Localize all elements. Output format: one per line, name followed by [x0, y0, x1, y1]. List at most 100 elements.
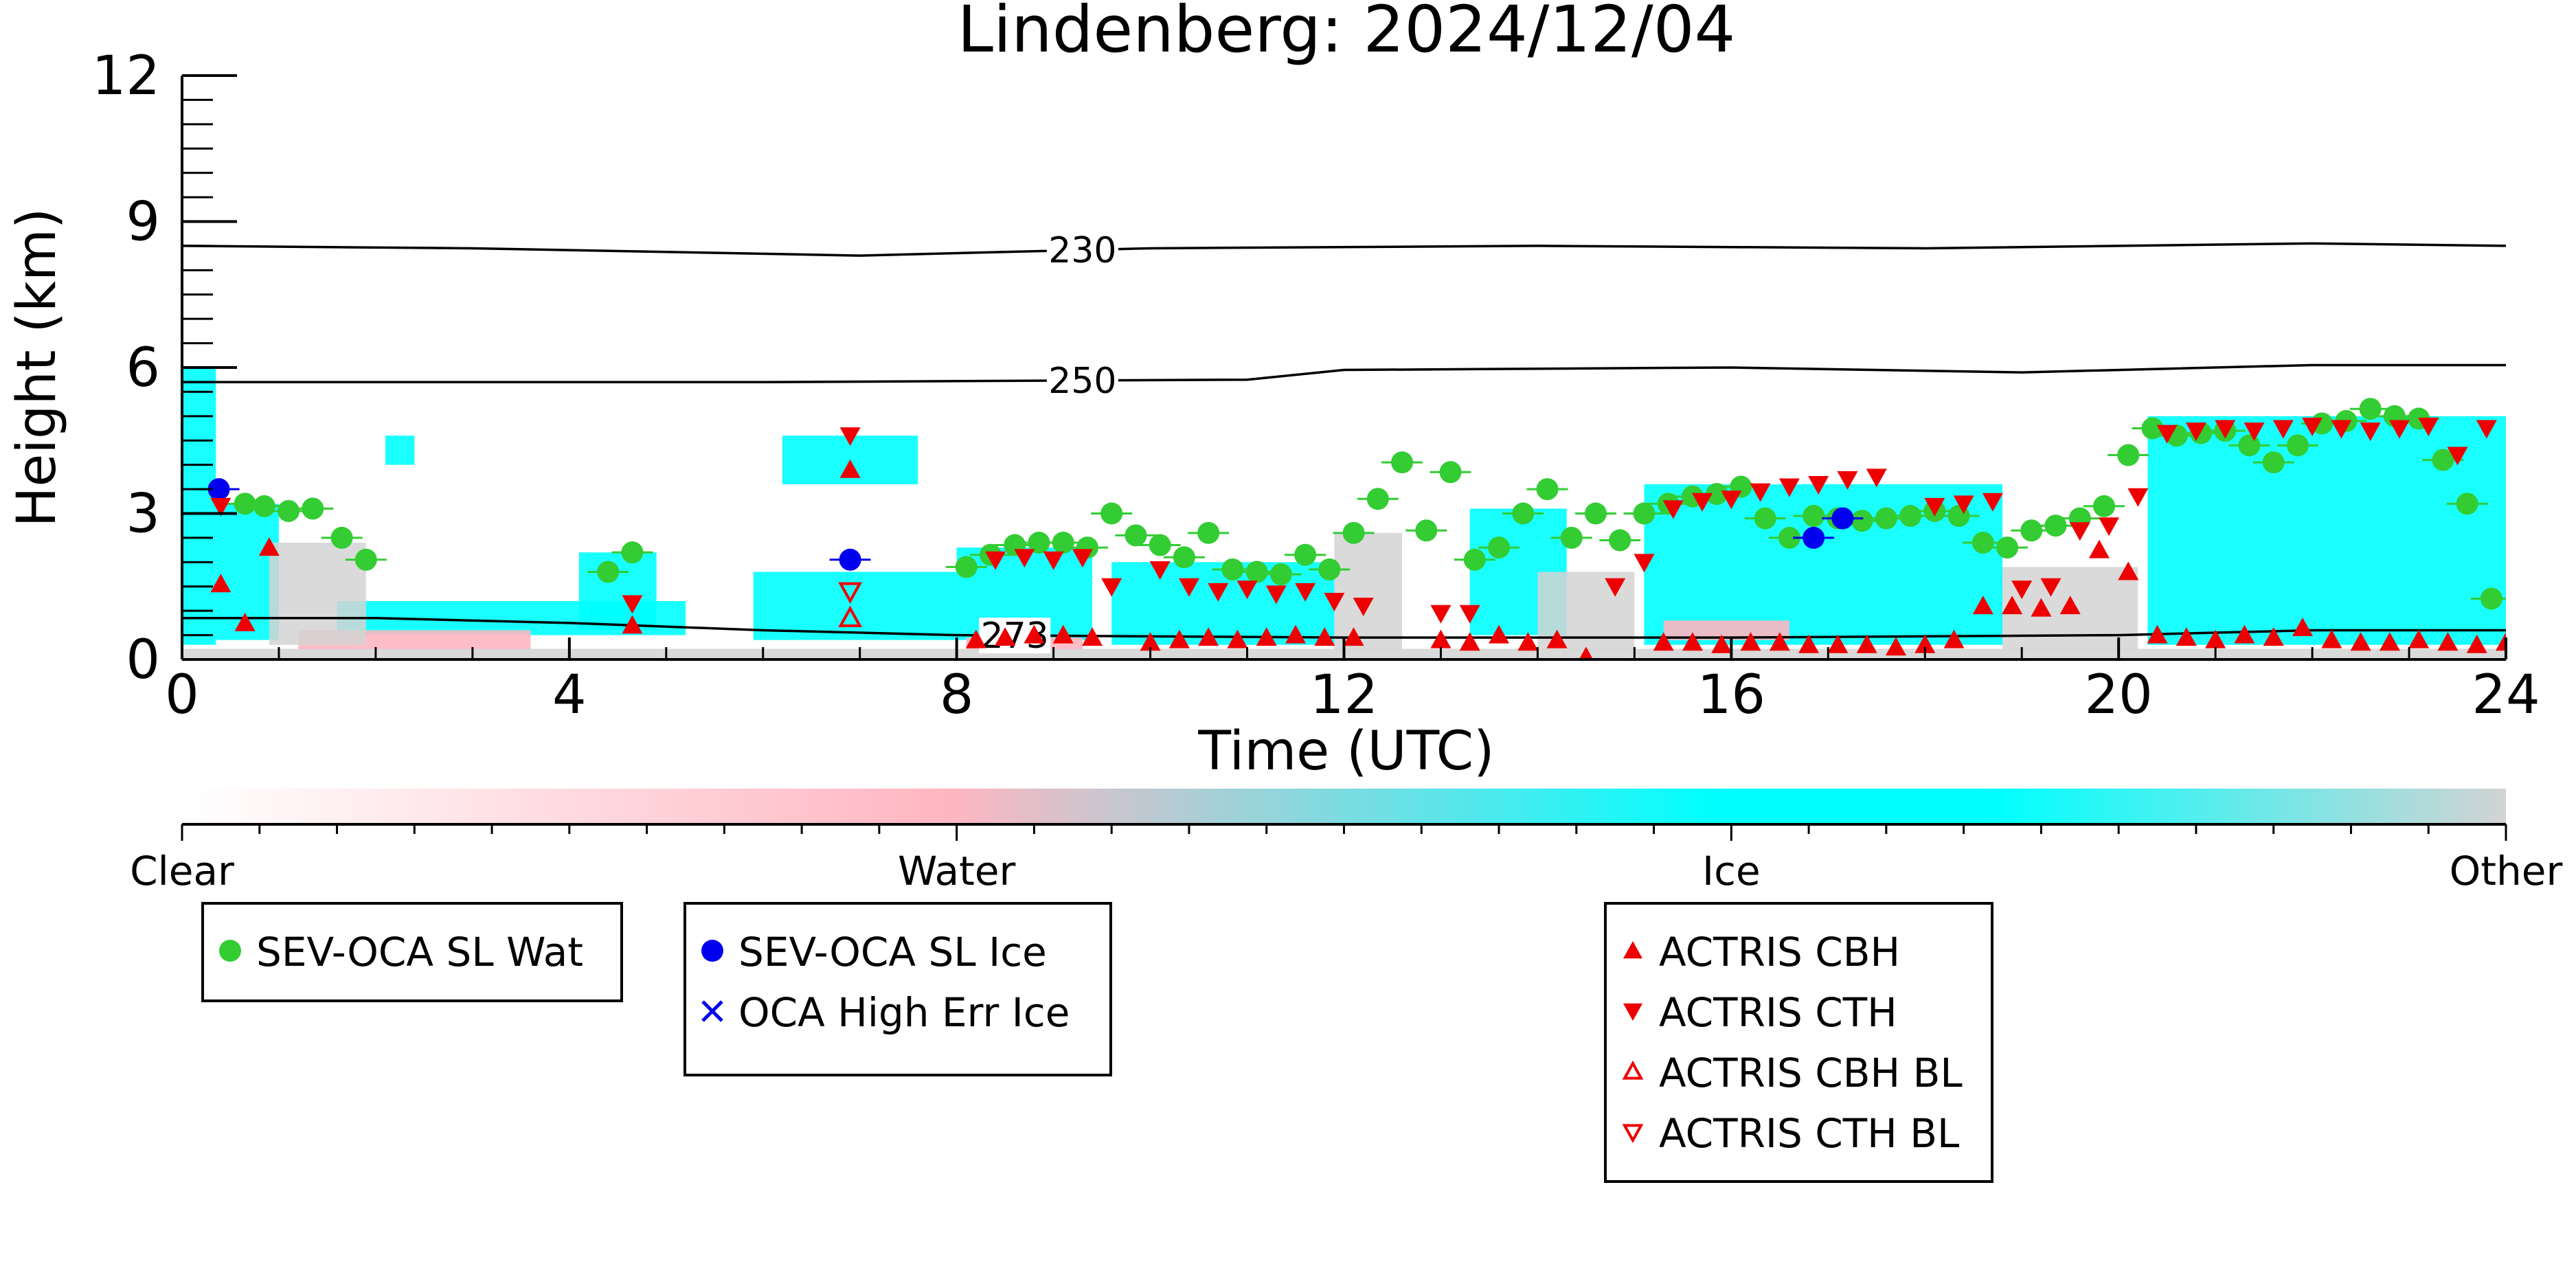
data-point — [2466, 634, 2487, 653]
data-point — [2156, 425, 2178, 444]
data-point — [622, 615, 643, 634]
x-axis-label: Time (UTC) — [1197, 721, 1494, 782]
data-point — [1463, 548, 1486, 571]
legend-frame — [1604, 902, 1993, 1183]
x-tick-label: 24 — [2472, 664, 2540, 726]
data-point — [2185, 422, 2206, 442]
data-point — [2147, 624, 2168, 644]
data-point — [1682, 632, 1703, 651]
data-point — [2359, 398, 2382, 420]
data-point — [1924, 497, 1945, 517]
data-point — [838, 582, 863, 604]
data-point — [1265, 585, 1287, 605]
data-point — [1609, 529, 1631, 552]
data-point — [1982, 493, 2003, 512]
data-point — [1430, 605, 1451, 624]
data-point — [278, 499, 300, 522]
data-point — [330, 526, 353, 549]
phase-colorbar: Clear Water Ice Other — [130, 789, 2562, 894]
data-point — [2011, 580, 2033, 600]
colorbar-gradient — [182, 789, 2506, 824]
legend-marker — [701, 1000, 723, 1022]
data-point — [2360, 422, 2381, 442]
data-point — [1208, 583, 1229, 602]
data-point — [1579, 646, 1594, 659]
legend-entry-label: ACTRIS CBH — [1659, 929, 1900, 975]
data-point — [1178, 578, 1199, 597]
legend-entry-label: ACTRIS CBH BL — [1659, 1050, 1963, 1096]
legend-entry-label: SEV-OCA SL Wat — [256, 929, 583, 975]
data-point — [838, 605, 863, 627]
data-point — [1778, 478, 1800, 497]
data-point — [1778, 526, 1800, 549]
legend-marker — [1622, 1124, 1644, 1144]
data-point — [1353, 598, 1374, 617]
data-point — [1439, 461, 1462, 484]
data-point — [1489, 624, 1510, 644]
data-point — [1221, 558, 1244, 580]
data-point — [1754, 507, 1776, 530]
data-point — [2437, 632, 2459, 651]
legend-box-3: ACTRIS CBH ACTRIS CTH ACTRIS CBH BL ACTRIS … — [1604, 902, 1993, 1183]
data-point — [2292, 617, 2313, 636]
colorbar-label: Ice — [1702, 848, 1761, 894]
data-point — [234, 612, 256, 631]
colorbar-label: Water — [898, 848, 1016, 894]
data-point — [1285, 624, 1307, 644]
data-point — [1798, 634, 1820, 653]
data-point — [839, 427, 861, 447]
data-point — [1149, 534, 1171, 556]
data-point — [1914, 634, 1936, 653]
legend-entry-label: OCA High Err Ice — [738, 989, 1070, 1036]
data-point — [258, 537, 280, 556]
y-tick-label: 12 — [92, 45, 160, 107]
data-point — [1750, 483, 1771, 502]
cloud-region-ice — [385, 436, 415, 465]
data-point — [2286, 434, 2309, 457]
axes: 0 4 8 12 16 20 24 0 3 6 9 12 — [92, 45, 2540, 726]
data-point — [1803, 526, 1825, 549]
data-point — [1536, 478, 1559, 501]
data-point — [1711, 634, 1732, 653]
data-point — [1100, 502, 1123, 525]
data-point — [1391, 451, 1414, 474]
data-point — [1415, 519, 1438, 542]
data-point — [1256, 627, 1277, 646]
data-point — [1837, 471, 1858, 490]
data-point — [1633, 502, 1656, 525]
data-point — [1740, 632, 1761, 651]
data-point — [597, 561, 620, 583]
data-point — [2040, 578, 2061, 597]
data-point — [1140, 632, 1161, 651]
data-point — [1875, 507, 1897, 530]
data-point — [1197, 521, 1220, 544]
data-point — [1866, 468, 1887, 488]
data-point — [1245, 561, 1268, 583]
data-point — [2496, 632, 2506, 651]
y-tick-label: 9 — [126, 192, 160, 253]
contour-label-bg — [1046, 231, 1118, 268]
data-point — [2215, 420, 2236, 439]
data-point — [1634, 554, 1655, 573]
data-point — [1028, 532, 1050, 554]
data-point — [2044, 515, 2067, 537]
data-point — [1149, 561, 1171, 580]
data-point — [1072, 549, 1093, 568]
data-point — [2418, 418, 2439, 436]
data-point — [955, 556, 978, 578]
data-point — [1996, 536, 2019, 559]
data-point — [839, 459, 861, 478]
data-point — [2002, 596, 2023, 615]
data-point — [1721, 490, 1742, 510]
series-actris-cth-bl — [838, 582, 863, 604]
data-point — [2263, 627, 2284, 646]
data-point — [1343, 627, 1364, 646]
x-tick-label: 4 — [552, 664, 587, 726]
data-point — [1605, 578, 1626, 597]
data-point — [1295, 583, 1316, 602]
data-point — [1856, 634, 1877, 653]
contour-label-250: 250 — [1048, 361, 1116, 402]
legend-entry-label: SEV-OCA SL Ice — [738, 929, 1047, 975]
data-point — [1899, 505, 1922, 528]
